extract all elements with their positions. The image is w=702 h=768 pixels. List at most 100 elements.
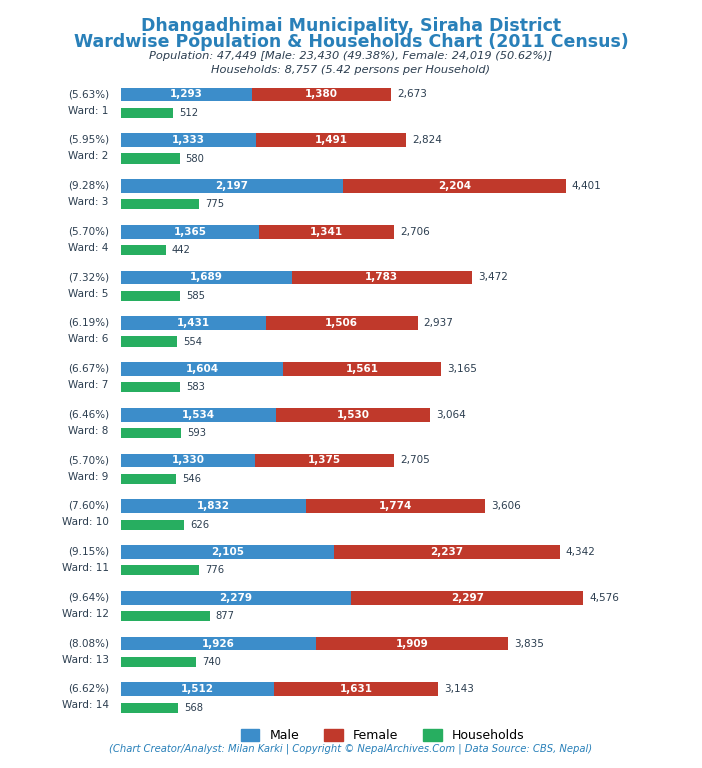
Text: (5.63%): (5.63%) <box>67 89 109 99</box>
Text: 585: 585 <box>186 291 205 301</box>
Text: 740: 740 <box>201 657 220 667</box>
Text: (7.60%): (7.60%) <box>68 501 109 511</box>
Text: Ward: 7: Ward: 7 <box>68 380 109 390</box>
Text: 877: 877 <box>216 611 234 621</box>
Bar <box>121 545 333 559</box>
Bar <box>121 637 315 650</box>
Bar <box>121 657 196 667</box>
Text: Ward: 4: Ward: 4 <box>68 243 109 253</box>
Text: 776: 776 <box>206 565 225 575</box>
Text: 593: 593 <box>187 428 206 438</box>
Text: Ward: 3: Ward: 3 <box>68 197 109 207</box>
Bar <box>121 270 291 284</box>
Text: 1,561: 1,561 <box>345 364 378 374</box>
Bar <box>121 611 209 621</box>
Text: (6.62%): (6.62%) <box>67 684 109 694</box>
Text: 2,705: 2,705 <box>400 455 430 465</box>
Text: Ward: 2: Ward: 2 <box>68 151 109 161</box>
Bar <box>121 88 251 101</box>
Text: 3,835: 3,835 <box>515 638 544 648</box>
Text: 1,431: 1,431 <box>177 318 210 328</box>
Bar <box>121 382 180 392</box>
Text: 1,330: 1,330 <box>171 455 204 465</box>
Text: 583: 583 <box>186 382 205 392</box>
Text: 2,706: 2,706 <box>400 227 430 237</box>
Text: (9.15%): (9.15%) <box>67 547 109 557</box>
Text: 2,237: 2,237 <box>430 547 463 557</box>
Bar <box>121 108 173 118</box>
Text: 4,401: 4,401 <box>571 181 602 191</box>
Bar <box>121 408 276 422</box>
Text: (9.28%): (9.28%) <box>67 180 109 190</box>
Text: Population: 47,449 [Male: 23,430 (49.38%), Female: 24,019 (50.62%)]: Population: 47,449 [Male: 23,430 (49.38%… <box>150 51 552 61</box>
Text: 546: 546 <box>182 474 201 484</box>
Text: (8.08%): (8.08%) <box>68 638 109 648</box>
Text: 2,297: 2,297 <box>451 593 484 603</box>
Bar <box>251 88 391 101</box>
Text: 3,472: 3,472 <box>478 273 508 283</box>
Text: 1,832: 1,832 <box>197 502 230 511</box>
Text: 1,512: 1,512 <box>181 684 214 694</box>
Text: 1,506: 1,506 <box>325 318 358 328</box>
Bar <box>121 245 166 255</box>
Bar <box>351 591 583 604</box>
Text: 2,105: 2,105 <box>211 547 244 557</box>
Bar <box>256 454 395 468</box>
Bar <box>265 316 418 330</box>
Text: 2,824: 2,824 <box>412 135 442 145</box>
Text: (5.95%): (5.95%) <box>67 135 109 145</box>
Text: 1,380: 1,380 <box>305 89 338 100</box>
Text: (5.70%): (5.70%) <box>68 455 109 465</box>
Text: 1,341: 1,341 <box>310 227 343 237</box>
Text: 1,365: 1,365 <box>173 227 206 237</box>
Text: 442: 442 <box>172 245 190 255</box>
Bar <box>256 134 406 147</box>
Text: (9.64%): (9.64%) <box>67 592 109 602</box>
Bar <box>121 134 256 147</box>
Text: 1,783: 1,783 <box>365 273 398 283</box>
Bar <box>259 225 395 239</box>
Bar <box>121 703 178 713</box>
Text: 2,204: 2,204 <box>437 181 471 191</box>
Text: 3,165: 3,165 <box>446 364 477 374</box>
Text: 580: 580 <box>185 154 204 164</box>
Text: 1,909: 1,909 <box>395 638 428 648</box>
Bar <box>121 316 265 330</box>
Text: (6.46%): (6.46%) <box>67 409 109 419</box>
Bar <box>283 362 441 376</box>
Text: 1,333: 1,333 <box>172 135 205 145</box>
Text: 1,926: 1,926 <box>201 638 234 648</box>
Text: (6.19%): (6.19%) <box>67 318 109 328</box>
Bar <box>343 179 566 193</box>
Text: 3,143: 3,143 <box>444 684 475 694</box>
Text: 1,491: 1,491 <box>314 135 347 145</box>
Bar <box>121 474 176 484</box>
Text: Ward: 9: Ward: 9 <box>68 472 109 482</box>
Text: 1,604: 1,604 <box>185 364 218 374</box>
Bar <box>276 408 430 422</box>
Bar <box>121 519 184 530</box>
Text: 1,293: 1,293 <box>170 89 203 100</box>
Bar <box>315 637 508 650</box>
Bar <box>121 683 274 696</box>
Text: 568: 568 <box>185 703 204 713</box>
Bar <box>121 499 306 513</box>
Bar <box>121 336 177 346</box>
Text: 1,375: 1,375 <box>308 455 341 465</box>
Text: Ward: 14: Ward: 14 <box>62 700 109 710</box>
Bar <box>333 545 559 559</box>
Bar <box>121 362 283 376</box>
Text: Wardwise Population & Households Chart (2011 Census): Wardwise Population & Households Chart (… <box>74 33 628 51</box>
Text: Ward: 1: Ward: 1 <box>68 105 109 115</box>
Text: 3,064: 3,064 <box>437 410 466 420</box>
Bar <box>121 454 256 468</box>
Text: 512: 512 <box>179 108 198 118</box>
Text: 1,631: 1,631 <box>340 684 373 694</box>
Bar <box>121 565 199 575</box>
Text: 2,279: 2,279 <box>220 593 253 603</box>
Text: 554: 554 <box>183 336 202 346</box>
Text: 1,534: 1,534 <box>182 410 215 420</box>
Bar <box>306 499 485 513</box>
Text: Ward: 13: Ward: 13 <box>62 654 109 664</box>
Text: 2,197: 2,197 <box>216 181 249 191</box>
